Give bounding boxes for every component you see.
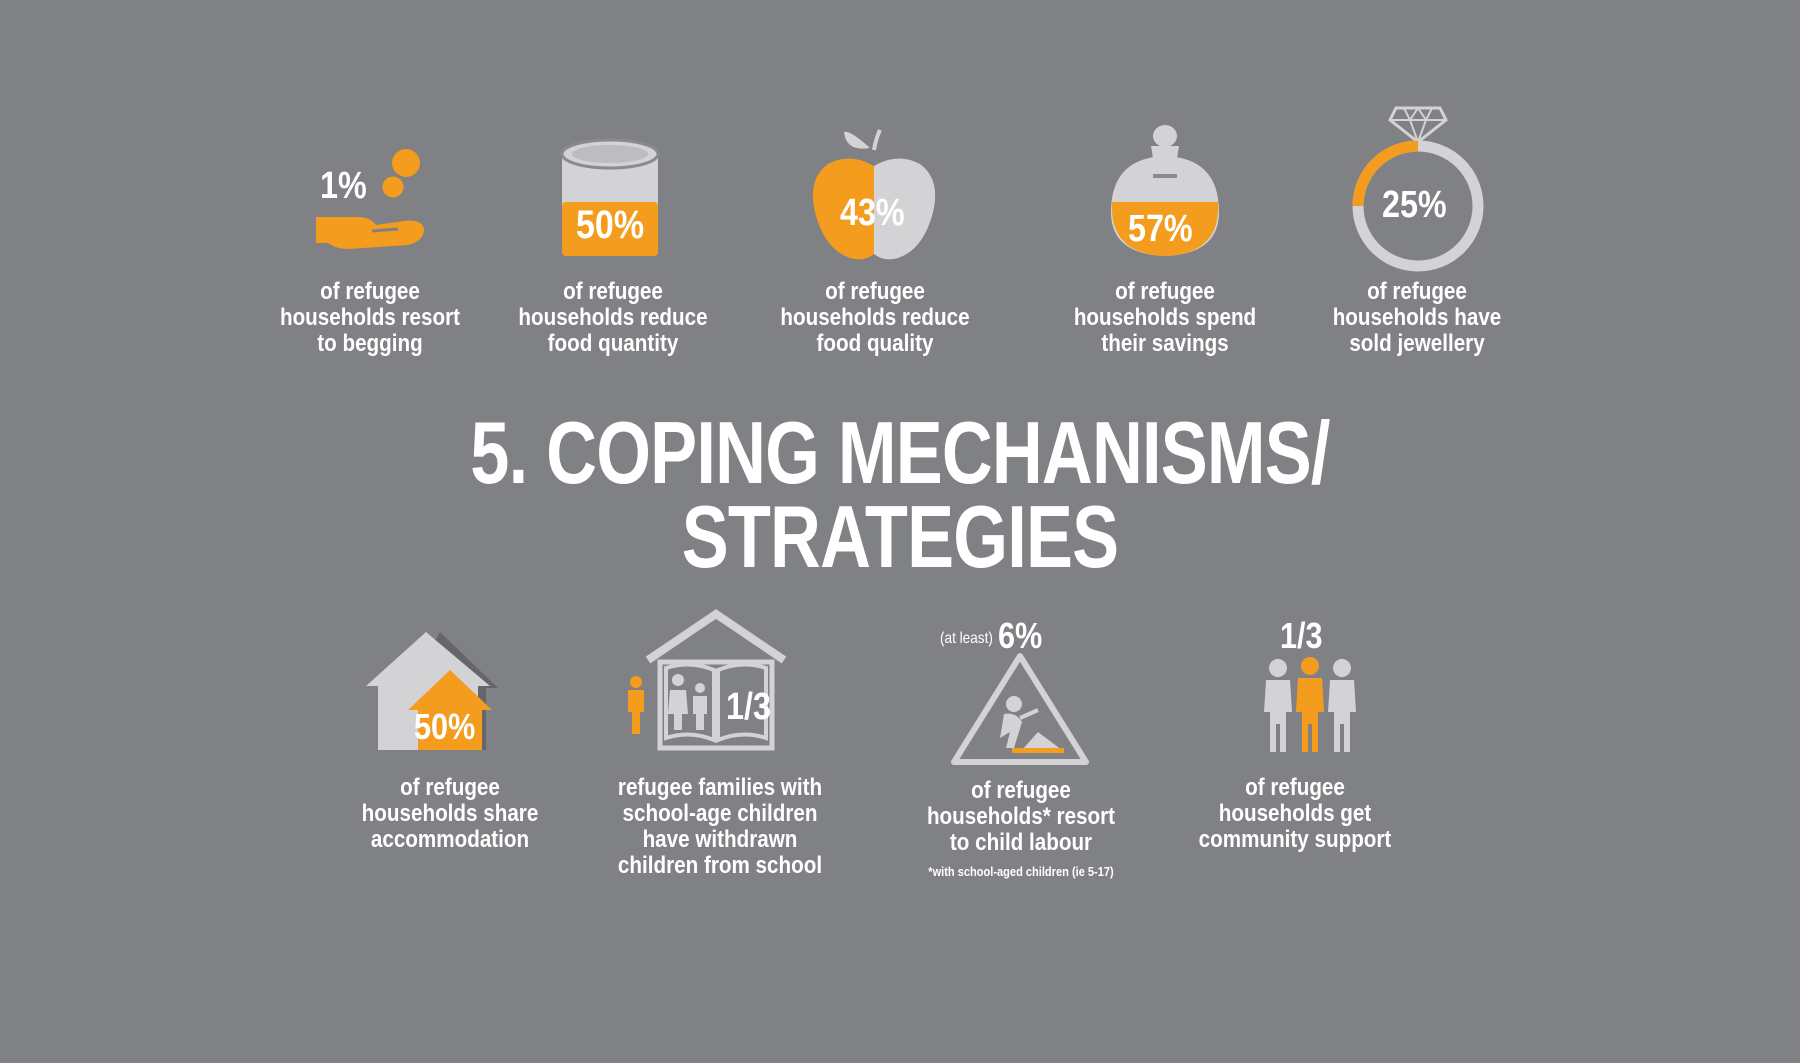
child-labour-footnote: *with school-aged children (ie 5-17) (928, 864, 1114, 879)
child-labour-caption: of refugee households* resort to child l… (926, 777, 1116, 856)
food-quality-value: 43% (840, 192, 905, 234)
community-value: 1/3 (1280, 615, 1323, 656)
accommodation-caption: of refugee households share accommodatio… (361, 774, 539, 853)
jewellery-caption: of refugee households have sold jeweller… (1332, 278, 1502, 357)
title-line-1: 5. COPING MECHANISMS/ (470, 403, 1330, 502)
apple-icon (812, 129, 936, 260)
school-caption: refugee families with school-age childre… (617, 774, 823, 879)
food-can-icon (560, 138, 660, 256)
community-caption: of refugee households get community supp… (1198, 774, 1392, 853)
diamond-ring-icon (1352, 106, 1484, 272)
accommodation-value: 50% (414, 706, 476, 747)
houses-icon (366, 632, 498, 750)
food-quality-caption: of refugee households reduce food qualit… (780, 278, 970, 357)
begging-value: 1% (320, 165, 367, 207)
savings-caption: of refugee households spend their saving… (1073, 278, 1257, 357)
people-group-icon (1264, 657, 1356, 752)
savings-value: 57% (1128, 208, 1193, 250)
jewellery-value: 25% (1382, 184, 1447, 226)
child-labour-prefix: (at least) (940, 630, 993, 647)
school-book-icon (628, 609, 787, 751)
child-labour-sign-icon (951, 653, 1089, 765)
title-line-2: STRATEGIES (681, 487, 1119, 586)
begging-caption: of refugee households resort to begging (279, 278, 461, 357)
child-labour-value: 6% (998, 615, 1043, 656)
food-quantity-caption: of refugee households reduce food quanti… (518, 278, 708, 357)
food-quantity-value: 50% (576, 203, 645, 247)
piggy-jar-icon (1111, 125, 1219, 256)
school-value: 1/3 (726, 686, 771, 728)
hand-coins-icon (316, 149, 424, 249)
